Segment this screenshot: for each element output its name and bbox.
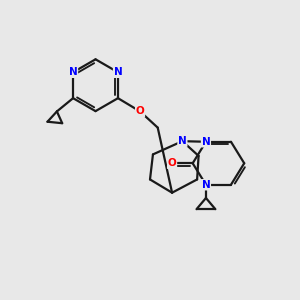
Text: O: O — [168, 158, 176, 168]
Text: O: O — [136, 106, 144, 116]
Text: N: N — [202, 137, 210, 147]
Text: N: N — [114, 67, 122, 77]
Text: N: N — [178, 136, 187, 146]
Text: N: N — [202, 180, 210, 190]
Text: N: N — [69, 67, 77, 77]
